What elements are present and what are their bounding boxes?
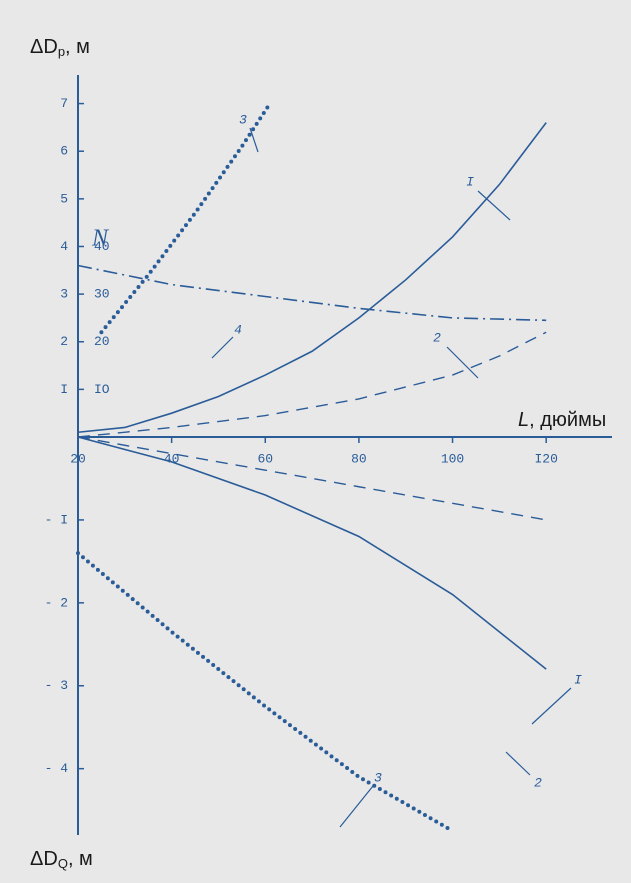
leader-line [211, 336, 234, 359]
y-axis-title-lower: ΔDQ, м [30, 848, 93, 871]
y2-axis-title: N [91, 226, 110, 252]
y2-tick-label: 30 [94, 287, 110, 302]
y-tick-label: - 3 [45, 678, 68, 693]
series-label: 3 [239, 112, 247, 127]
series-line [77, 122, 547, 434]
y-tick-label: 4 [60, 239, 68, 254]
leader-line [505, 751, 531, 776]
y2-tick-label: 20 [94, 334, 110, 349]
y-title-sub: Q [58, 856, 68, 871]
y-tick-label: - 4 [45, 761, 69, 776]
y2-tick-label: IO [94, 382, 110, 397]
series-label: 2 [534, 775, 542, 790]
y-tick-label: 3 [60, 287, 68, 302]
y-tick-label: - I [45, 512, 68, 527]
y-tick-label: 2 [60, 334, 68, 349]
leader-line [477, 190, 511, 221]
leader-line [339, 785, 374, 828]
y-tick-label: 7 [60, 96, 68, 111]
y-tick-label: 6 [60, 144, 68, 159]
series-label: 2 [433, 330, 441, 345]
series-label: 4 [234, 322, 242, 337]
x-title-unit: , дюймы [529, 409, 606, 431]
series-line [77, 436, 547, 670]
y-tick-label: 5 [60, 191, 68, 206]
x-title-main: L [518, 409, 529, 431]
y-title-unit: , м [65, 36, 90, 58]
leader-line [249, 127, 259, 153]
series-line [77, 264, 547, 322]
series-label: 3 [374, 770, 382, 785]
x-tick-label: 100 [441, 451, 464, 466]
x-tick-label: 80 [351, 451, 367, 466]
series-line [76, 551, 455, 833]
x-tick-label: 60 [257, 451, 273, 466]
y-title-sub: p [58, 44, 65, 59]
y-title-unit: , м [68, 848, 93, 870]
leader-line [531, 687, 572, 725]
series-label: I [574, 672, 582, 687]
y2-tick-label: 40 [94, 239, 110, 254]
y-tick-label: - 2 [45, 595, 68, 610]
y-title-main: ΔD [30, 848, 58, 870]
series-line [77, 436, 547, 521]
series-label: I [466, 174, 474, 189]
series-line [99, 101, 272, 335]
series-line [77, 331, 547, 438]
x-tick-label: I20 [534, 451, 557, 466]
y-title-main: ΔD [30, 36, 58, 58]
leader-line [446, 346, 479, 379]
y-axis-title: ΔDp, м [30, 36, 90, 59]
y-tick-label: I [60, 382, 68, 397]
x-axis-title: L, дюймы [518, 409, 606, 431]
